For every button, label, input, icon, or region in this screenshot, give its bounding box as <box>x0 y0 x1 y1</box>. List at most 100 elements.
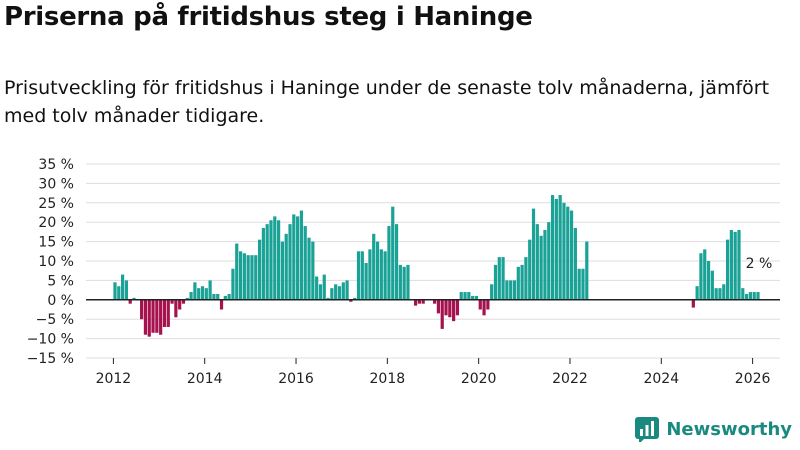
bar <box>204 288 208 300</box>
bar <box>566 206 570 300</box>
y-tick-label: −5 % <box>36 312 74 328</box>
bar <box>691 299 695 308</box>
bar <box>756 292 760 300</box>
bar <box>356 251 361 300</box>
bar <box>299 210 304 300</box>
bar <box>242 253 246 300</box>
bar <box>326 297 330 300</box>
bar <box>280 241 285 300</box>
bar <box>558 195 562 300</box>
bar <box>246 255 250 300</box>
bar <box>147 299 151 337</box>
bar <box>288 224 292 300</box>
bar <box>353 297 357 300</box>
bar <box>463 292 467 300</box>
x-tick-label: 2018 <box>370 371 406 387</box>
bar <box>752 292 756 300</box>
bar <box>254 255 258 300</box>
x-tick-label: 2024 <box>643 371 679 387</box>
bar <box>159 299 163 335</box>
bar <box>520 264 524 300</box>
bar <box>166 299 170 327</box>
bar <box>452 299 456 322</box>
bar <box>699 253 703 300</box>
bar <box>497 257 501 300</box>
bar <box>402 266 406 300</box>
bar <box>421 299 425 304</box>
bar <box>562 202 566 300</box>
bar <box>577 268 581 300</box>
x-tick-label: 2014 <box>187 371 223 387</box>
bar <box>303 226 307 300</box>
bar <box>722 284 726 300</box>
bar <box>505 280 509 300</box>
bar <box>208 280 212 300</box>
bar <box>132 297 136 300</box>
bar <box>745 293 749 300</box>
newsworthy-logo: Newsworthy <box>634 416 792 442</box>
bar <box>467 292 471 300</box>
bar <box>231 268 235 300</box>
bar <box>170 299 174 304</box>
bar <box>193 282 197 300</box>
bar <box>334 284 338 300</box>
bar <box>459 292 463 300</box>
y-tick-label: 20 % <box>38 215 74 231</box>
bar <box>124 280 129 300</box>
bar <box>197 288 201 300</box>
bar <box>539 235 543 300</box>
bar <box>375 241 380 300</box>
bar <box>143 299 148 335</box>
bar <box>223 295 227 300</box>
bar <box>349 299 353 302</box>
bar <box>737 229 741 300</box>
bar <box>516 266 520 300</box>
bar <box>493 264 498 300</box>
bar <box>311 241 315 300</box>
bar <box>573 228 577 300</box>
x-tick-label: 2026 <box>735 371 771 387</box>
x-axis-ticks: 2012 2014 2016 2018 2020 2022 2024 2026 <box>96 358 771 387</box>
bar <box>322 274 326 300</box>
bar <box>383 251 387 300</box>
y-tick-label: 30 % <box>38 176 74 192</box>
bar <box>733 231 737 300</box>
bar <box>315 276 319 300</box>
bar <box>741 288 745 300</box>
bar <box>714 288 718 300</box>
bar <box>360 251 364 300</box>
bar <box>501 257 505 300</box>
bar <box>512 280 517 300</box>
y-axis-tick-labels: −15 % −10 % −5 % 0 % 5 % 10 % 15 % 20 % 25 % 30 %… <box>27 157 74 367</box>
bar <box>391 206 395 300</box>
bar <box>185 297 189 300</box>
bar <box>471 295 475 300</box>
bar <box>368 249 372 300</box>
bar <box>543 229 547 300</box>
x-tick-label: 2012 <box>96 371 132 387</box>
bar <box>569 210 574 300</box>
x-tick-label: 2016 <box>278 371 314 387</box>
bar <box>235 243 239 300</box>
bar <box>200 286 205 300</box>
bar <box>394 224 399 300</box>
bar <box>227 293 231 300</box>
bar <box>482 299 486 316</box>
bar <box>535 224 539 300</box>
bar <box>554 198 558 300</box>
bar <box>151 299 155 333</box>
y-tick-label: −10 % <box>27 332 74 348</box>
bar <box>345 280 349 300</box>
bar <box>269 220 273 300</box>
bars <box>113 195 760 337</box>
bar <box>436 299 440 314</box>
bar <box>273 216 277 300</box>
bar <box>330 288 334 300</box>
bar <box>718 288 722 300</box>
bar <box>748 292 752 300</box>
bar <box>216 293 220 300</box>
bar <box>398 264 402 300</box>
bar <box>440 299 444 329</box>
bar <box>729 229 733 300</box>
bar <box>387 226 391 300</box>
